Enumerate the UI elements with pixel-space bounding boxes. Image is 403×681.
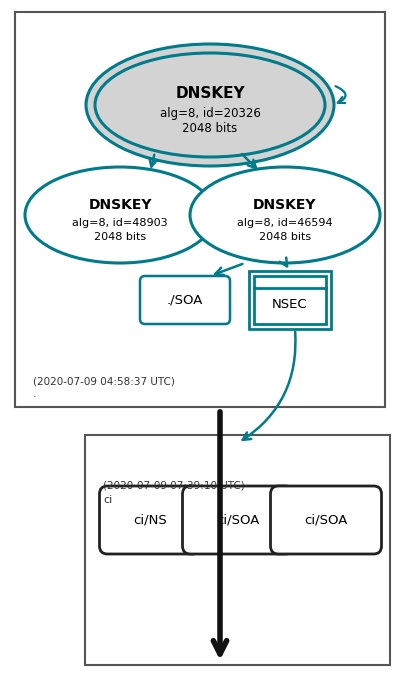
FancyBboxPatch shape	[140, 276, 230, 324]
Bar	[254, 276, 326, 324]
Text: alg=8, id=46594: alg=8, id=46594	[237, 218, 333, 228]
FancyBboxPatch shape	[183, 486, 293, 554]
FancyBboxPatch shape	[270, 486, 382, 554]
Ellipse shape	[190, 167, 380, 263]
Ellipse shape	[86, 44, 334, 166]
Text: DNSKEY: DNSKEY	[253, 198, 317, 212]
Text: ci/SOA: ci/SOA	[304, 513, 348, 526]
Text: ./SOA: ./SOA	[167, 294, 203, 306]
Text: 2048 bits: 2048 bits	[183, 123, 238, 136]
Text: (2020-07-09 07:39:10 UTC): (2020-07-09 07:39:10 UTC)	[103, 480, 245, 490]
FancyBboxPatch shape	[100, 486, 201, 554]
Text: DNSKEY: DNSKEY	[175, 86, 245, 101]
Text: DNSKEY: DNSKEY	[88, 198, 152, 212]
Text: NSEC: NSEC	[272, 298, 308, 311]
Text: alg=8, id=20326: alg=8, id=20326	[160, 106, 260, 119]
Text: alg=8, id=48903: alg=8, id=48903	[72, 218, 168, 228]
Bar	[249, 271, 331, 329]
Text: 2048 bits: 2048 bits	[94, 232, 146, 242]
Ellipse shape	[25, 167, 215, 263]
Bar	[15, 12, 385, 407]
Bar	[85, 435, 390, 665]
Text: ci/SOA: ci/SOA	[216, 513, 260, 526]
Text: 2048 bits: 2048 bits	[259, 232, 311, 242]
Text: ci: ci	[103, 495, 112, 505]
Text: ci/NS: ci/NS	[133, 513, 167, 526]
Text: (2020-07-09 04:58:37 UTC): (2020-07-09 04:58:37 UTC)	[33, 377, 175, 387]
Text: .: .	[33, 389, 37, 399]
Ellipse shape	[95, 53, 325, 157]
